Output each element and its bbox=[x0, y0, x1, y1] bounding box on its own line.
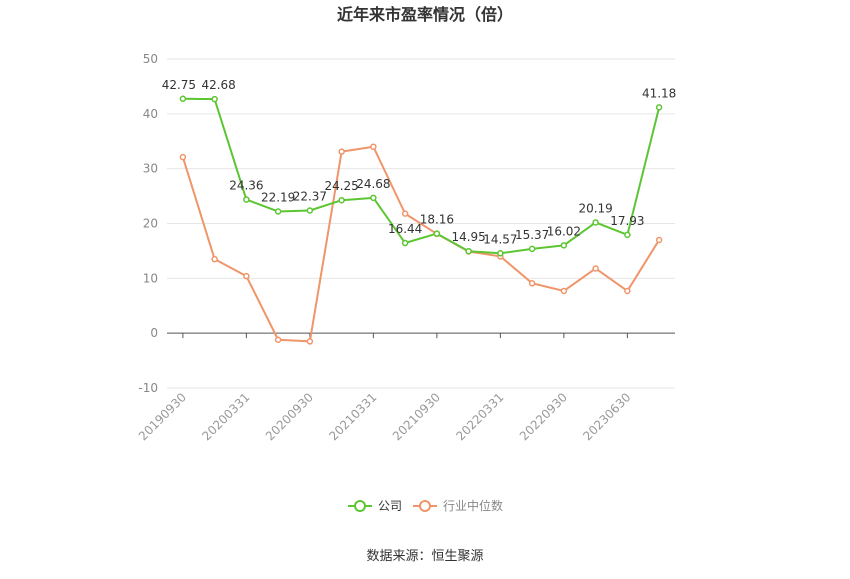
y-tick-label: 50 bbox=[143, 52, 158, 66]
data-label: 24.36 bbox=[229, 179, 263, 193]
data-point[interactable] bbox=[497, 250, 504, 257]
data-point[interactable] bbox=[179, 95, 187, 103]
series-line-1 bbox=[181, 145, 660, 343]
chart-title: 近年来市盈率情况（倍） bbox=[337, 5, 513, 24]
legend-label: 行业中位数 bbox=[443, 498, 503, 513]
data-point[interactable] bbox=[243, 272, 250, 280]
series-lines bbox=[179, 95, 663, 345]
y-tick-label: 30 bbox=[143, 162, 158, 176]
data-label: 16.44 bbox=[388, 222, 422, 236]
data-label: 14.57 bbox=[483, 232, 517, 246]
legend-swatch-marker bbox=[354, 500, 366, 512]
data-point[interactable] bbox=[655, 236, 663, 244]
data-point[interactable] bbox=[274, 208, 282, 215]
data-point[interactable] bbox=[465, 247, 472, 255]
data-point[interactable] bbox=[655, 104, 663, 111]
data-label: 18.16 bbox=[420, 213, 454, 227]
data-point[interactable] bbox=[401, 239, 409, 247]
data-label: 42.68 bbox=[201, 78, 235, 92]
data-point[interactable] bbox=[274, 336, 282, 343]
x-tick-label: 20200331 bbox=[199, 390, 252, 443]
data-label: 22.37 bbox=[293, 190, 327, 204]
data-point[interactable] bbox=[560, 242, 568, 249]
x-tick-label: 20190930 bbox=[136, 390, 189, 443]
data-point[interactable] bbox=[306, 338, 314, 345]
data-point[interactable] bbox=[528, 280, 536, 287]
data-label: 15.37 bbox=[515, 228, 549, 242]
data-label: 42.75 bbox=[162, 78, 196, 92]
data-label: 14.95 bbox=[451, 230, 485, 244]
data-point[interactable] bbox=[624, 287, 631, 295]
x-tick-label: 20220331 bbox=[453, 390, 506, 443]
data-label: 22.19 bbox=[261, 190, 295, 204]
data-point[interactable] bbox=[306, 207, 314, 214]
data-point[interactable] bbox=[243, 196, 250, 203]
data-point[interactable] bbox=[433, 230, 441, 237]
legend-label: 公司 bbox=[378, 499, 402, 513]
legend-swatch-marker bbox=[419, 500, 431, 512]
x-tick-label: 20200930 bbox=[263, 390, 316, 443]
y-tick-label: -10 bbox=[138, 381, 158, 395]
x-tick-label: 20210331 bbox=[326, 390, 379, 443]
data-point[interactable] bbox=[401, 210, 409, 217]
y-tick-label: 40 bbox=[143, 107, 158, 121]
y-tick-label: 0 bbox=[150, 326, 158, 340]
data-label: 24.68 bbox=[356, 177, 390, 191]
data-point[interactable] bbox=[211, 95, 218, 103]
y-tick-label: 20 bbox=[143, 217, 158, 231]
data-point[interactable] bbox=[370, 194, 377, 202]
data-point[interactable] bbox=[560, 287, 568, 295]
data-point[interactable] bbox=[338, 148, 345, 155]
data-point[interactable] bbox=[592, 219, 599, 226]
y-tick-label: 10 bbox=[143, 271, 158, 285]
data-label: 17.93 bbox=[610, 214, 644, 228]
data-point[interactable] bbox=[338, 196, 345, 204]
x-tick-label: 20220930 bbox=[517, 390, 570, 443]
data-label: 16.02 bbox=[547, 224, 581, 238]
data-label: 41.18 bbox=[642, 86, 676, 100]
data-point[interactable] bbox=[370, 143, 377, 150]
data-point[interactable] bbox=[592, 265, 599, 272]
x-tick-label: 20210930 bbox=[390, 390, 443, 443]
legend[interactable]: 公司 行业中位数 bbox=[348, 498, 503, 513]
legend-item-0[interactable]: 公司 bbox=[348, 499, 402, 513]
data-point[interactable] bbox=[179, 153, 187, 161]
data-label: 20.19 bbox=[578, 201, 612, 215]
data-point[interactable] bbox=[528, 245, 536, 253]
data-point[interactable] bbox=[211, 255, 218, 263]
series-line-0 bbox=[182, 97, 661, 255]
x-tick-label: 20230630 bbox=[580, 390, 633, 443]
data-point[interactable] bbox=[624, 231, 631, 239]
data-label: 24.25 bbox=[324, 179, 358, 193]
legend-item-1[interactable]: 行业中位数 bbox=[413, 498, 503, 513]
data-source-note: 数据来源：恒生聚源 bbox=[366, 549, 483, 564]
